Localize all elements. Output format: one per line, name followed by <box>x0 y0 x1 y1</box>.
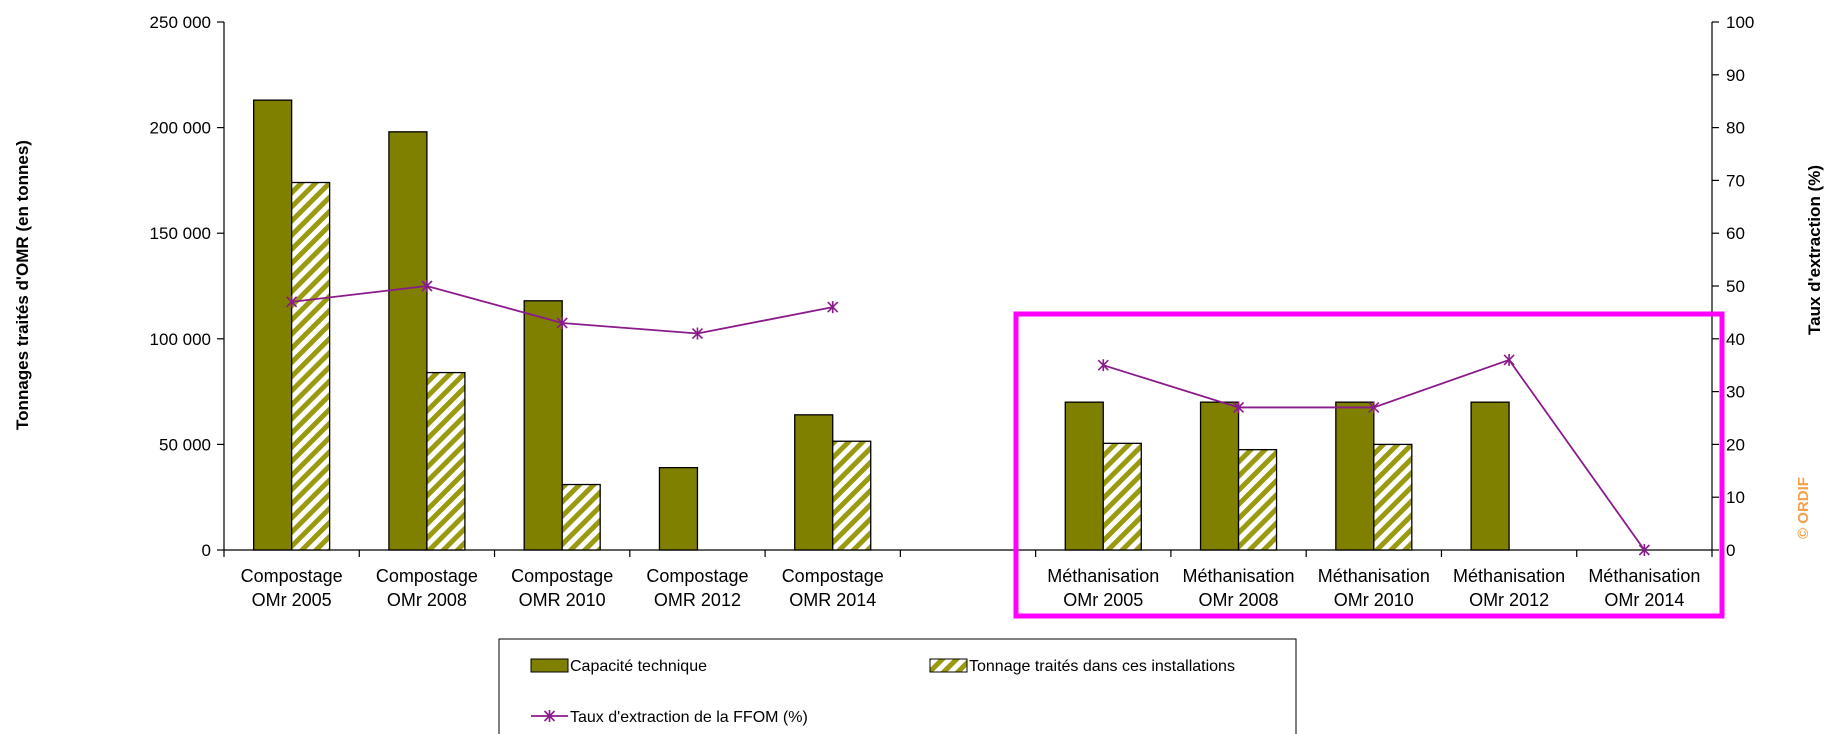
y2-tick-label: 0 <box>1726 541 1735 560</box>
x-tick-label: Méthanisation <box>1318 566 1430 586</box>
x-tick-label: Méthanisation <box>1047 566 1159 586</box>
point-taux-extraction <box>1097 359 1109 372</box>
point-taux-extraction <box>691 327 704 340</box>
legend-label-taux: Taux d'extraction de la FFOM (%) <box>570 709 808 726</box>
bar-capacite-technique <box>1335 401 1375 551</box>
bar-capacite-technique <box>1064 401 1104 551</box>
point-taux-extraction <box>1638 544 1650 556</box>
point-taux-extraction <box>556 316 568 329</box>
point-taux-extraction <box>1503 353 1515 366</box>
y2-tick-label: 100 <box>1726 13 1754 32</box>
bar-capacite-technique <box>658 466 699 551</box>
bar-capacite-technique <box>252 99 293 551</box>
point-taux-extraction <box>1232 401 1245 414</box>
x-tick-label: OMr 2008 <box>1199 590 1279 610</box>
legend-frame <box>498 638 1297 734</box>
legend-marker-taux <box>543 710 556 722</box>
point-taux-extraction <box>1368 401 1380 414</box>
x-tick-label: OMr 2005 <box>252 590 332 610</box>
y-tick-label: 50 000 <box>159 435 211 454</box>
x-tick-label: OMr 2005 <box>1063 590 1143 610</box>
bar-capacite-technique <box>388 131 428 551</box>
x-tick-label: Méthanisation <box>1453 566 1565 586</box>
y2-tick-label: 50 <box>1726 277 1745 296</box>
credit-label: © ORDIF <box>1795 477 1812 539</box>
y2-tick-label: 40 <box>1726 330 1745 349</box>
x-tick-label: OMr 2012 <box>1469 590 1549 610</box>
y2-tick-label: 80 <box>1726 119 1745 138</box>
bar-tonnage-traites <box>426 371 466 551</box>
bar-capacite-technique <box>523 300 563 551</box>
y2-axis-title: Taux d'extraction (%) <box>1805 165 1824 335</box>
bar-tonnage-traites <box>1102 442 1142 551</box>
legend-swatch-capacite <box>530 658 569 673</box>
x-tick-label: OMR 2012 <box>654 590 741 610</box>
bar-tonnage-traites <box>832 440 872 551</box>
y-axis-title: Tonnages traités d'OMR (en tonnes) <box>13 140 32 430</box>
bar-tonnage-traites <box>1373 443 1413 551</box>
y-tick-label: 150 000 <box>150 224 211 243</box>
y2-tick-label: 30 <box>1726 383 1745 402</box>
x-tick-label: Compostage <box>241 566 343 586</box>
x-tick-label: Compostage <box>376 566 478 586</box>
point-taux-extraction <box>827 301 839 314</box>
bar-capacite-technique <box>1199 401 1240 551</box>
x-tick-label: Méthanisation <box>1183 566 1295 586</box>
highlight-box <box>1013 311 1725 619</box>
y-tick-label: 200 000 <box>150 119 211 138</box>
x-tick-label: Compostage <box>782 566 884 586</box>
y2-tick-label: 20 <box>1726 435 1745 454</box>
point-taux-extraction <box>286 295 298 308</box>
x-tick-label: Méthanisation <box>1588 566 1700 586</box>
x-tick-label: Compostage <box>646 566 748 586</box>
bar-tonnage-traites <box>1237 449 1278 551</box>
legend-label-capacite: Capacité technique <box>570 658 707 675</box>
x-tick-label: OMr 2008 <box>387 590 467 610</box>
bar-capacite-technique <box>1470 401 1510 551</box>
bar-tonnage-traites <box>561 483 601 551</box>
y-tick-label: 250 000 <box>150 13 211 32</box>
legend: Capacité technique Tonnage traités dans … <box>498 638 1297 734</box>
y2-tick-label: 70 <box>1726 171 1745 190</box>
y-tick-label: 0 <box>202 541 211 560</box>
point-taux-extraction <box>421 280 433 292</box>
y-tick-label: 100 000 <box>150 330 211 349</box>
y2-tick-label: 10 <box>1726 488 1745 507</box>
x-tick-label: OMR 2010 <box>519 590 606 610</box>
y2-tick-label: 60 <box>1726 224 1745 243</box>
x-tick-label: Compostage <box>511 566 613 586</box>
x-tick-label: OMr 2010 <box>1334 590 1414 610</box>
x-tick-label: OMR 2014 <box>789 590 876 610</box>
y2-tick-label: 90 <box>1726 66 1745 85</box>
bar-capacite-technique <box>794 414 834 551</box>
legend-label-tonnage: Tonnage traités dans ces installations <box>969 658 1235 675</box>
legend-swatch-tonnage <box>929 658 968 673</box>
x-tick-label: OMr 2014 <box>1604 590 1684 610</box>
bar-tonnage-traites <box>290 181 331 551</box>
